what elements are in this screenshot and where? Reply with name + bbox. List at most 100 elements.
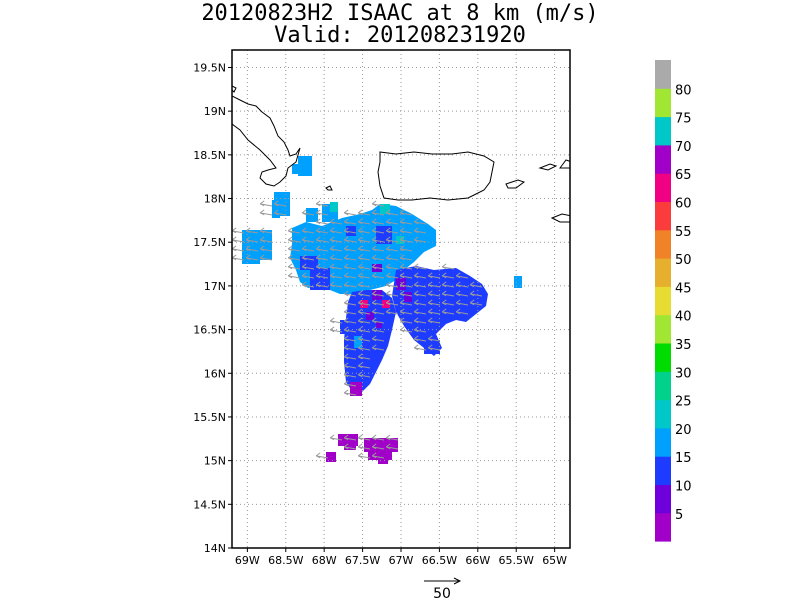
chart-title: 20120823H2 ISAAC at 8 km (m/s) — [201, 1, 599, 26]
wind-arrow — [357, 227, 371, 234]
wind-arrow — [301, 254, 315, 261]
wind-arrow — [385, 272, 399, 279]
wind-arrow — [455, 272, 469, 279]
colorbar-label: 25 — [675, 395, 692, 410]
wind-arrow — [385, 299, 399, 306]
colorbar-label: 45 — [675, 281, 692, 296]
wind-arrow — [371, 452, 385, 459]
wind-arrow — [455, 308, 469, 315]
swath-cell — [292, 164, 300, 174]
wind-arrow — [357, 452, 371, 459]
wind-arrow — [413, 263, 427, 270]
wind-arrow — [329, 326, 343, 333]
wind-arrow — [343, 434, 357, 441]
lon-label: 67.5W — [345, 554, 380, 567]
wind-arrow — [357, 335, 371, 342]
wind-arrow — [343, 443, 357, 450]
swath-cell — [330, 202, 338, 212]
wind-arrow — [357, 263, 371, 270]
swath-cell — [404, 292, 412, 302]
wind-arrow — [371, 245, 385, 252]
wind-arrow — [301, 209, 315, 216]
swath-cell — [382, 300, 390, 308]
wind-arrow — [329, 272, 343, 279]
colorbar-swatch — [655, 286, 671, 316]
wind-arrow — [385, 245, 399, 252]
wind-arrow — [371, 290, 385, 297]
wind-arrow — [259, 245, 273, 252]
wind-arrow — [399, 317, 413, 324]
wind-arrow — [343, 344, 357, 351]
wind-arrow — [343, 308, 357, 315]
wind-arrow — [343, 254, 357, 261]
colorbar-swatch — [655, 343, 671, 372]
wind-arrow — [343, 272, 357, 279]
colorbar-label: 10 — [675, 480, 692, 495]
wind-arrow — [413, 290, 427, 297]
wind-arrow — [371, 317, 385, 324]
wind-arrow — [357, 308, 371, 315]
wind-arrow — [371, 254, 385, 261]
wind-arrow — [329, 245, 343, 252]
wind-arrow — [385, 263, 399, 270]
colorbar-swatch — [655, 456, 671, 485]
wind-arrow — [357, 353, 371, 360]
wind-arrow — [343, 236, 357, 243]
swath-cell — [354, 336, 362, 348]
colorbar-swatch — [655, 116, 671, 146]
wind-arrow — [329, 218, 343, 225]
wind-arrow — [315, 209, 329, 216]
wind-arrow — [399, 245, 413, 252]
wind-arrow — [357, 434, 371, 441]
wind-arrow — [245, 227, 259, 234]
coastlines — [232, 85, 570, 223]
swath-south-15 — [344, 290, 396, 394]
wind-arrow — [413, 326, 427, 333]
wind-arrow — [413, 344, 427, 351]
wind-arrow — [329, 434, 343, 441]
coast-culebra — [538, 163, 558, 171]
wind-arrow — [371, 344, 385, 351]
wind-arrow — [469, 299, 483, 306]
lon-label: 65W — [542, 554, 567, 567]
colorbar-label: 70 — [675, 140, 692, 155]
wind-arrow — [343, 227, 357, 234]
latitude-labels: 19.5N 19N 18.5N 18N 17.5N 17N 16.5N 16N 15.5N 15N… — [193, 61, 232, 555]
lat-label: 14N — [204, 542, 226, 555]
wind-vectors — [232, 200, 483, 459]
lon-label: 68.5W — [268, 554, 303, 567]
colorbar-label: 35 — [675, 338, 692, 353]
wind-arrow — [455, 299, 469, 306]
coast-hispaniola — [232, 95, 301, 187]
colorbar-label: 15 — [675, 451, 692, 466]
wind-arrow — [441, 299, 455, 306]
lat-label: 19N — [204, 105, 226, 118]
coast-puerto-rico — [377, 151, 495, 201]
colorbar-label: 30 — [675, 366, 692, 381]
swath-east-15 — [392, 266, 488, 356]
wind-arrow — [245, 236, 259, 243]
colorbar-swatch — [655, 201, 671, 231]
wind-arrow — [399, 236, 413, 243]
colorbar-swatch — [655, 60, 671, 89]
longitude-labels: 69W 68.5W 68W 67.5W 67W 66.5W 66W 65.5W 65W — [235, 548, 567, 567]
swath-cell — [272, 200, 280, 218]
wind-arrow — [371, 218, 385, 225]
wind-arrow — [315, 245, 329, 252]
wind-arrow — [315, 254, 329, 261]
wind-arrow — [315, 452, 329, 459]
wind-arrow — [315, 200, 329, 207]
colorbar-label: 75 — [675, 112, 692, 127]
wind-arrow — [343, 263, 357, 270]
lat-label: 18N — [204, 193, 226, 206]
swath-cell — [310, 268, 330, 290]
wind-arrow — [315, 218, 329, 225]
wind-arrow — [357, 254, 371, 261]
wind-arrow — [273, 200, 287, 207]
wind-arrow — [413, 227, 427, 234]
wind-arrow — [371, 443, 385, 450]
wind-arrow — [315, 227, 329, 234]
wind-arrow — [413, 308, 427, 315]
lat-label: 15N — [204, 455, 226, 468]
